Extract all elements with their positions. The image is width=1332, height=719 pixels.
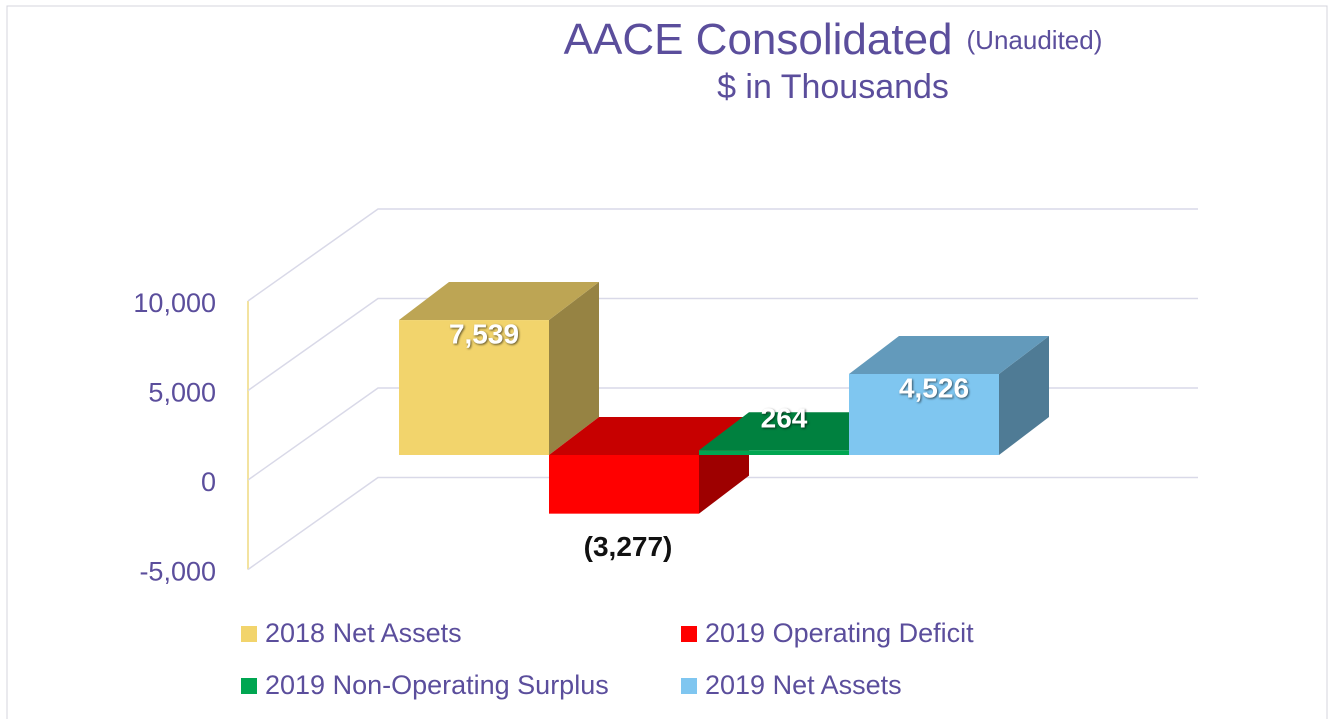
legend-swatch (241, 678, 257, 694)
legend-label: 2018 Net Assets (265, 618, 462, 648)
grid-line (247, 476, 1198, 571)
bar-side (549, 282, 599, 455)
bar-front (849, 373, 999, 455)
bar (399, 282, 599, 455)
y-tick-label: 0 (201, 467, 216, 497)
bar-top (399, 282, 599, 321)
grid-line (247, 208, 1198, 302)
bar-top (549, 417, 749, 455)
y-tick-label: 5,000 (148, 378, 216, 408)
legend-label: 2019 Non-Operating Surplus (265, 670, 609, 700)
legend-label: 2019 Net Assets (705, 670, 902, 700)
bar-front (399, 320, 549, 455)
bar-front (699, 450, 849, 455)
data-label: 4,526 (899, 372, 969, 403)
bar-top (849, 335, 1049, 374)
data-label: (3,277) (584, 531, 673, 562)
grid-line (247, 297, 1198, 392)
bar (849, 335, 1049, 455)
legend-swatch (681, 626, 697, 642)
chart-subtitle: $ in Thousands (717, 68, 949, 106)
chart-title: AACE Consolidated (564, 15, 953, 64)
y-tick-label: 10,000 (133, 288, 216, 318)
legend-label: 2019 Operating Deficit (705, 618, 974, 648)
data-label: 7,539 (449, 318, 519, 349)
title-note: (Unaudited) (967, 25, 1103, 55)
data-label: 264 (761, 403, 808, 434)
legend-swatch (681, 678, 697, 694)
y-tick-label: -5,000 (139, 557, 216, 587)
bar-side (999, 335, 1049, 455)
bar-front (549, 455, 699, 514)
legend-swatch (241, 626, 257, 642)
chart-title-group: AACE Consolidated (Unaudited) (564, 15, 1103, 64)
frame (6, 5, 1328, 719)
